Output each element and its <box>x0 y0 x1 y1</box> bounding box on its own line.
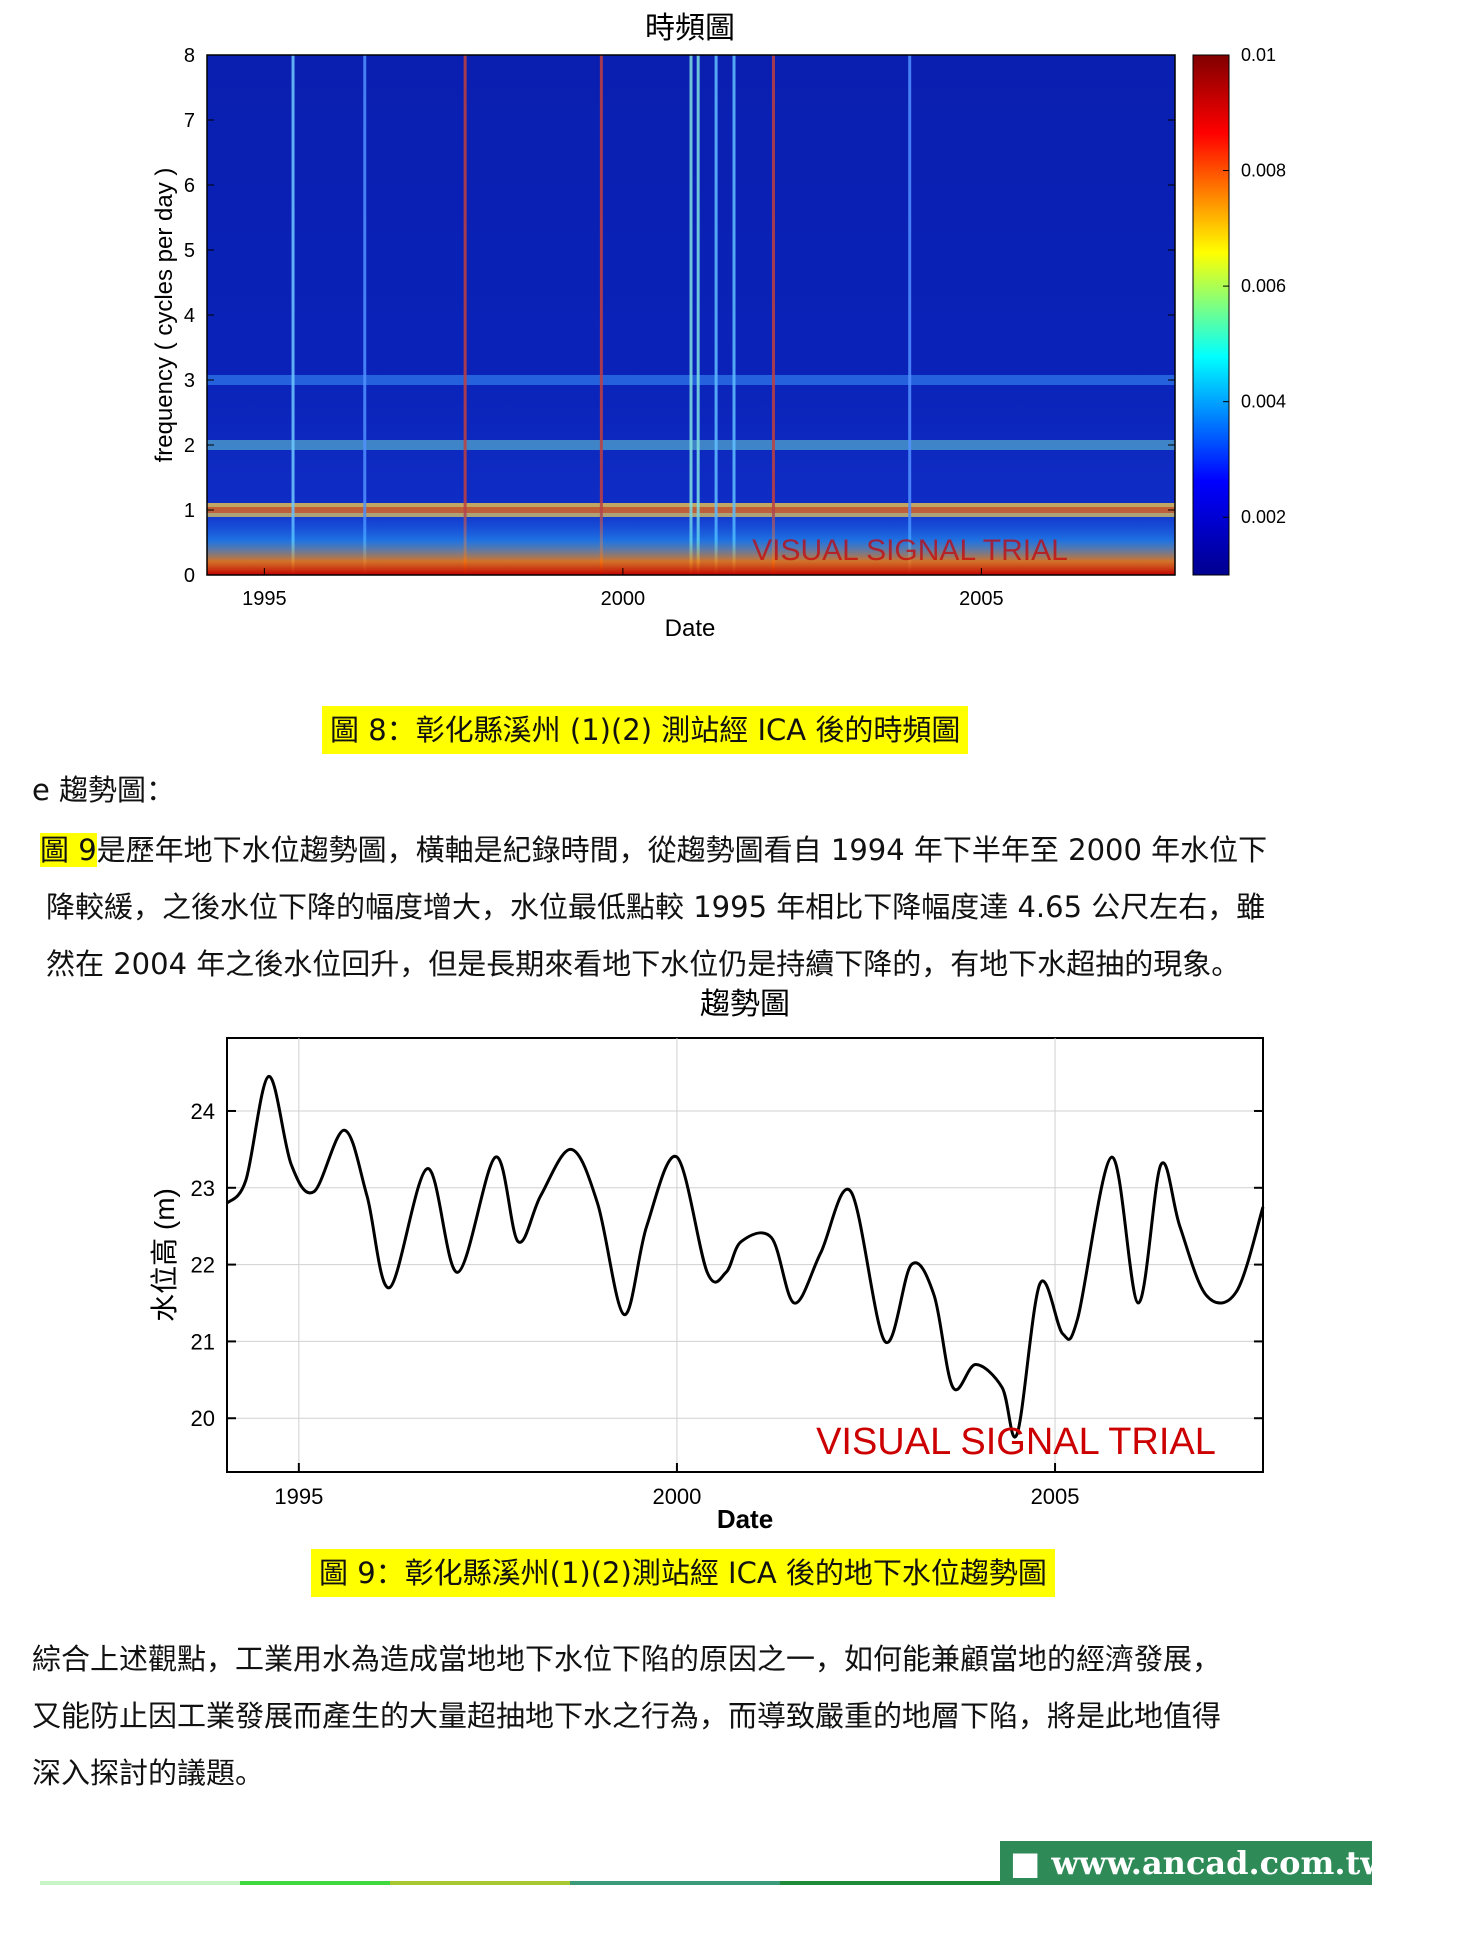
footer-rule-2 <box>240 1881 390 1885</box>
trend-ytick-label: 24 <box>191 1099 215 1124</box>
paragraph-1-line-3: 然在 2004 年之後水位回升，但是長期來看地下水位仍是持續下降的，有地下水超抽… <box>46 947 1241 981</box>
tf-ytick-label: 7 <box>184 110 195 132</box>
trend-title: 趨勢圖 <box>700 988 790 1021</box>
paragraph-2: 綜合上述觀點，工業用水為造成當地地下水位下陷的原因之一，如何能兼顧當地的經濟發展… <box>32 1631 1432 1802</box>
tf-streak <box>908 55 912 575</box>
tf-ytick-label: 5 <box>184 240 195 262</box>
colorbar-tick-label: 0.008 <box>1241 161 1286 181</box>
colorbar-tick-label: 0.01 <box>1241 45 1276 65</box>
tf-ytick-label: 8 <box>184 45 195 67</box>
paragraph-2-line-1: 綜合上述觀點，工業用水為造成當地地下水位下陷的原因之一，如何能兼顧當地的經濟發展… <box>32 1642 1222 1676</box>
tf-ylabel: frequency ( cycles per day ) <box>151 168 178 463</box>
trend-ytick-label: 22 <box>191 1253 215 1278</box>
tf-title: 時頻圖 <box>645 12 735 45</box>
tf-ytick-label: 6 <box>184 175 195 197</box>
trend-ylabel: 水位高 (m) <box>149 1188 180 1322</box>
paragraph-2-line-3: 深入探討的議題。 <box>32 1756 265 1790</box>
trend-series-line <box>225 1074 1265 1439</box>
paragraph-1-line-1-text: 是歷年地下水位趨勢圖，橫軸是紀錄時間，從趨勢圖看自 1994 年下半年至 200… <box>96 833 1268 867</box>
paragraph-2-line-2: 又能防止因工業發展而產生的大量超抽地下水之行為，而導致嚴重的地層下陷，將是此地值… <box>32 1699 1222 1733</box>
footer-rule-3 <box>390 1881 570 1885</box>
tf-streak <box>463 55 467 575</box>
tf-streak <box>363 55 367 575</box>
paragraph-1-line-1: 圖 9是歷年地下水位趨勢圖，橫軸是紀錄時間，從趨勢圖看自 1994 年下半年至 … <box>32 822 1432 879</box>
tf-xtick-label: 1995 <box>242 588 287 610</box>
trend-xtick-label: 1995 <box>274 1484 323 1509</box>
trend-xtick-label: 2005 <box>1031 1484 1080 1509</box>
footer-rule-4 <box>570 1881 780 1885</box>
tf-ytick-label: 0 <box>184 565 195 587</box>
paragraph-1: 圖 9是歷年地下水位趨勢圖，橫軸是紀錄時間，從趨勢圖看自 1994 年下半年至 … <box>32 822 1432 993</box>
tf-ytick-label: 4 <box>184 305 195 327</box>
website-link[interactable]: ■ www.ancad.com.tw <box>1000 1841 1388 1885</box>
trend-ytick-label: 23 <box>191 1176 215 1201</box>
tf-xtick-label: 2005 <box>959 588 1004 610</box>
tf-watermark: VISUAL SIGNAL TRIAL <box>752 534 1068 567</box>
paragraph-1-line-2: 降較緩，之後水位下降的幅度增大，水位最低點較 1995 年相比下降幅度達 4.6… <box>46 890 1266 924</box>
colorbar-tick-label: 0.006 <box>1241 276 1286 296</box>
trend-chart: 趨勢圖 20 21 22 23 24 1995 2000 2005 VISUAL SIGNAL… <box>149 988 1265 1534</box>
tf-streak <box>599 55 603 575</box>
footer-rule-1 <box>40 1881 240 1885</box>
time-frequency-chart: 時頻圖 0 1 2 3 4 5 6 7 8 1995 2000 2005 VISUAL SIGNAL … <box>151 12 1286 642</box>
tf-streak <box>696 55 700 575</box>
footer-rule-5 <box>780 1881 1000 1885</box>
tf-low-frequency-band <box>207 505 1175 575</box>
tf-streak <box>291 55 295 575</box>
colorbar-tick-label: 0.002 <box>1241 507 1286 527</box>
trend-xtick-label: 2000 <box>652 1484 701 1509</box>
tf-xtick-label: 2000 <box>601 588 646 610</box>
figure-9-caption: 圖 9：彰化縣溪州(1)(2)測站經 ICA 後的地下水位趨勢圖 <box>311 1549 1055 1597</box>
trend-xlabel: Date <box>717 1504 773 1534</box>
section-heading: e 趨勢圖： <box>32 773 176 807</box>
colorbar <box>1192 54 1230 576</box>
tf-xlabel: Date <box>665 615 716 642</box>
tf-streak <box>771 55 775 575</box>
figure-9-reference: 圖 9 <box>40 833 97 867</box>
tf-streak <box>689 55 693 575</box>
trend-ytick-label: 20 <box>191 1406 215 1431</box>
figure-8-caption: 圖 8：彰化縣溪州 (1)(2) 測站經 ICA 後的時頻圖 <box>322 706 969 754</box>
tf-ytick-label: 2 <box>184 435 195 457</box>
tf-ytick-label: 1 <box>184 500 195 522</box>
trend-plot-background <box>226 1037 1264 1473</box>
colorbar-tick-label: 0.004 <box>1241 392 1286 412</box>
trend-watermark: VISUAL SIGNAL TRIAL <box>816 1421 1216 1463</box>
tf-streak <box>732 55 736 575</box>
tf-ytick-label: 3 <box>184 370 195 392</box>
trend-ytick-label: 21 <box>191 1329 215 1354</box>
tf-streak <box>714 55 718 575</box>
